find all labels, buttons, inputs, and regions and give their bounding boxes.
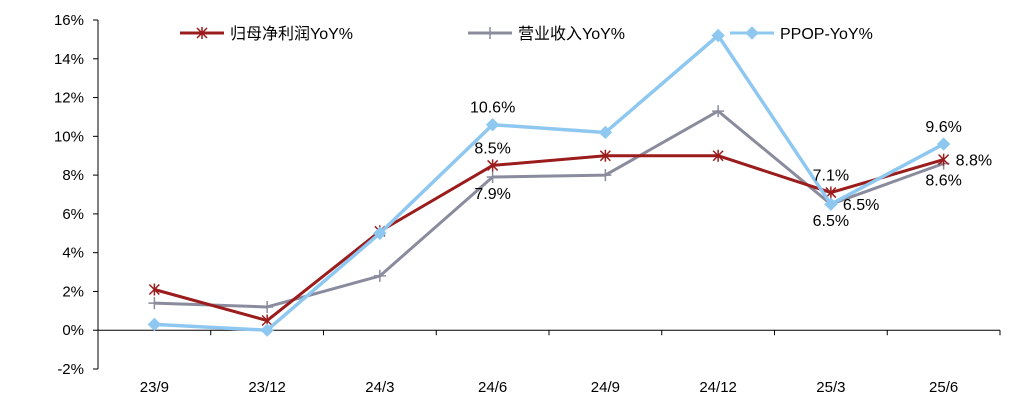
x-tick-label: 25/3: [816, 379, 845, 396]
data-point: [148, 297, 161, 310]
x-tick-label: 25/6: [929, 379, 958, 396]
data-point: [147, 317, 162, 332]
legend-item: PPOP-YoY%: [730, 26, 873, 43]
series-lines: [147, 28, 951, 337]
x-tick-label: 23/12: [248, 379, 286, 396]
diamond-marker: [485, 117, 500, 132]
y-tick-label: 12%: [54, 90, 84, 107]
data-label: 8.8%: [956, 153, 992, 170]
data-point: [487, 159, 499, 172]
data-point: [484, 27, 496, 39]
y-tick-label: -2%: [57, 361, 84, 378]
data-point: [938, 153, 950, 166]
data-point: [486, 171, 499, 184]
data-label: 7.1%: [813, 168, 849, 185]
y-tick-label: 0%: [62, 322, 84, 339]
plus-marker: [148, 297, 161, 310]
diamond-marker: [824, 197, 838, 211]
diamond-marker: [711, 28, 725, 43]
data-point: [825, 186, 837, 199]
data-point: [261, 300, 274, 313]
legend-label: 归母净利润YoY%: [230, 25, 353, 43]
x-tick-label: 24/12: [699, 379, 737, 396]
diamond-marker: [936, 137, 951, 151]
data-label: 7.9%: [474, 186, 510, 203]
y-tick-label: 16%: [54, 12, 84, 29]
asterisk-marker: [148, 283, 160, 296]
plus-marker: [712, 105, 725, 118]
asterisk-marker: [487, 159, 499, 172]
data-point: [148, 283, 160, 296]
plus-marker: [373, 269, 386, 282]
asterisk-marker: [712, 149, 724, 162]
asterisk-marker: [599, 149, 611, 162]
asterisk-marker: [196, 27, 208, 39]
data-point: [373, 269, 386, 282]
data-label: 6.5%: [843, 197, 879, 214]
y-tick-label: 6%: [62, 206, 84, 223]
y-tick-label: 14%: [54, 51, 84, 68]
series-group: [147, 28, 951, 337]
legend-label: 营业收入YoY%: [518, 25, 625, 43]
data-label: 8.5%: [474, 140, 510, 157]
data-point: [485, 117, 500, 132]
data-point: [373, 226, 387, 240]
legend-item: 归母净利润YoY%: [180, 25, 353, 43]
series-line: [154, 33, 945, 332]
data-label: 9.6%: [925, 119, 961, 136]
data-label: 6.5%: [813, 213, 849, 230]
diamond-marker: [598, 125, 613, 140]
diamond-marker: [745, 26, 759, 40]
x-tick-label: 23/9: [140, 379, 169, 396]
data-point: [712, 149, 724, 162]
data-point: [196, 27, 208, 39]
y-tick-label: 10%: [54, 128, 84, 145]
data-point: [260, 323, 274, 337]
series-line: [154, 109, 945, 309]
data-point: [824, 197, 838, 211]
data-point: [711, 28, 725, 43]
y-tick-label: 2%: [62, 283, 84, 300]
asterisk-marker: [825, 186, 837, 199]
legend: 归母净利润YoY% 营业收入YoY% PPOP-YoY%: [180, 25, 873, 43]
data-labels: 10.6% 8.5% 7.9% 7.1% 6.5%6.5% 9.6% 8.8% 8.6%: [470, 100, 992, 230]
legend-label: PPOP-YoY%: [780, 26, 873, 43]
plus-marker: [484, 27, 496, 39]
y-tick-label: 4%: [62, 245, 84, 262]
plus-marker: [599, 169, 612, 182]
data-point: [712, 105, 725, 118]
data-label: 10.6%: [470, 100, 515, 117]
legend-item: 营业收入YoY%: [468, 25, 625, 43]
asterisk-marker: [938, 153, 950, 166]
series-line: [153, 154, 945, 323]
diamond-marker: [260, 323, 274, 337]
plus-marker: [486, 171, 499, 184]
diamond-marker: [373, 226, 387, 240]
diamond-marker: [147, 317, 162, 332]
plus-marker: [261, 300, 274, 313]
data-point: [745, 26, 759, 40]
axes: 16% 14% 12% 10% 8% 6% 4% 2% 0% -2% 23/9 23/12 24/3 24…: [54, 12, 1001, 396]
x-tick-label: 24/9: [591, 379, 620, 396]
data-point: [598, 125, 613, 140]
y-tick-label: 8%: [62, 167, 84, 184]
x-tick-label: 24/6: [478, 379, 507, 396]
data-label: 8.6%: [925, 172, 961, 189]
data-point: [936, 137, 951, 151]
data-point: [599, 149, 611, 162]
x-tick-label: 24/3: [365, 379, 394, 396]
data-point: [599, 169, 612, 182]
